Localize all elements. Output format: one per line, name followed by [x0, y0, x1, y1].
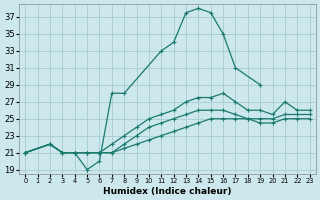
X-axis label: Humidex (Indice chaleur): Humidex (Indice chaleur) [103, 187, 232, 196]
